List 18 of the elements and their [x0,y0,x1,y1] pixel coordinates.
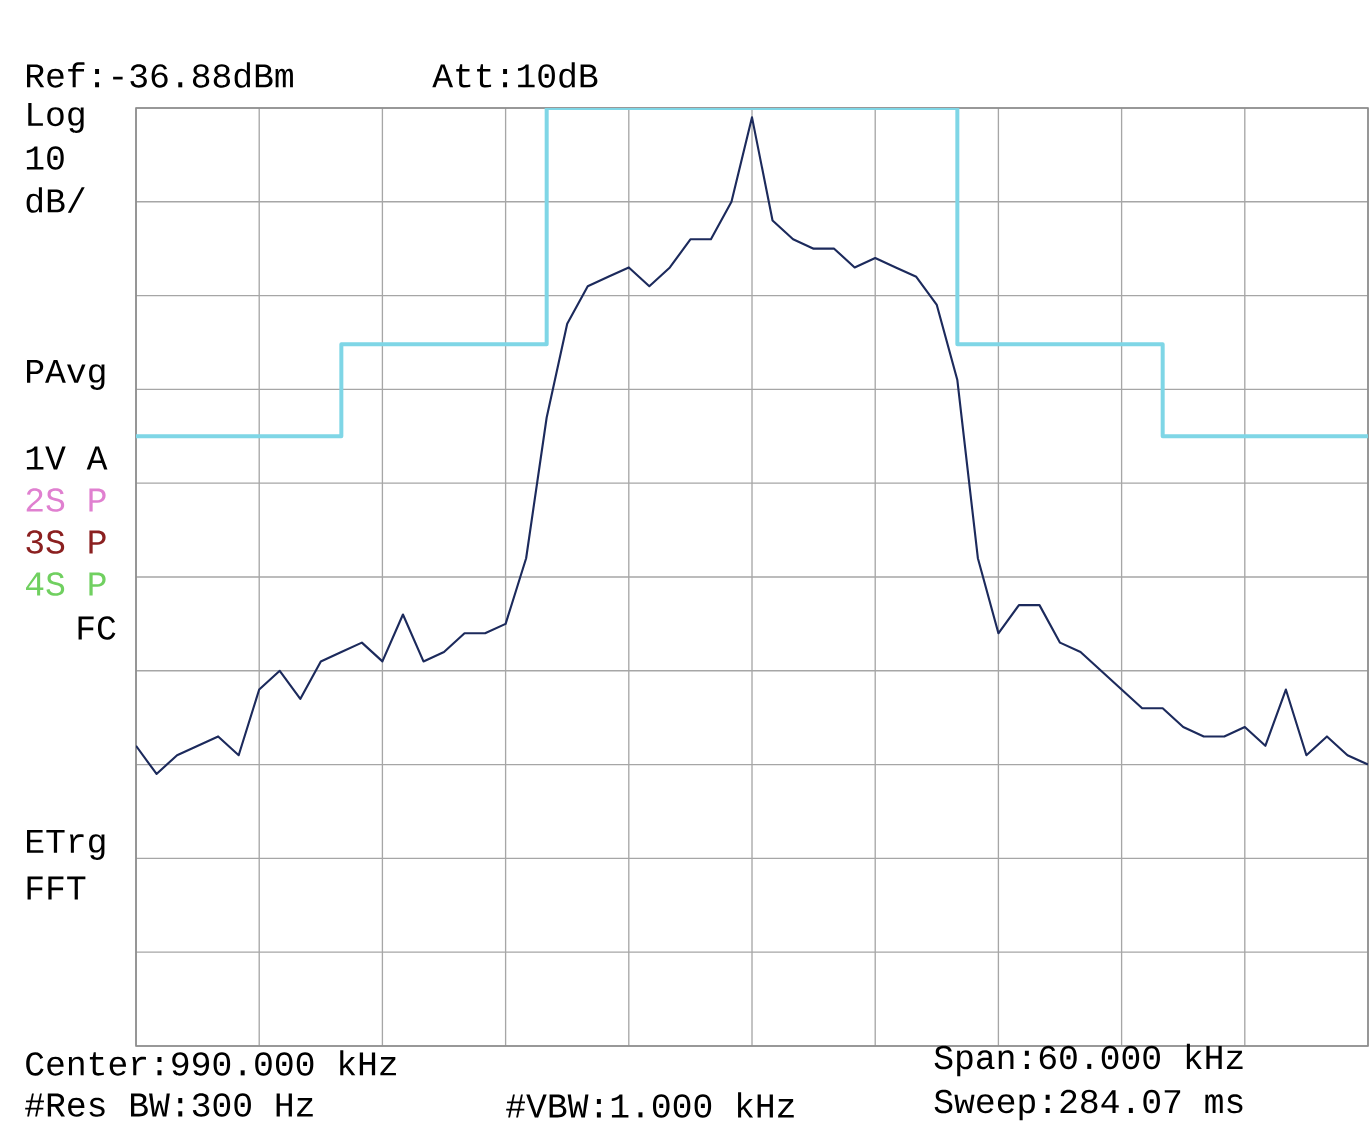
text: FFT [27,876,86,900]
text: 1V A [26,446,108,470]
text: 4S P [26,572,106,596]
text: Log [28,102,84,133]
text: dB/ [26,187,85,213]
text: 3S P [26,530,106,554]
text: 10 [26,146,64,170]
text: Center:990.000 kHz [26,1050,396,1076]
text: PAvg [27,359,105,390]
text: Att:10dB [432,62,598,88]
text: #Res BW:300 Hz [25,1093,313,1117]
text: FC [78,616,116,640]
text: #VBW:1.000 kHz [506,1092,794,1118]
text: ETrg [27,829,105,860]
annotation: Span:60.000 kHz [934,1043,1243,1077]
text: 2S P [26,488,106,512]
text: Sweep:284.07 ms [934,1089,1243,1121]
text: Ref:-36.88dBm [27,62,293,88]
